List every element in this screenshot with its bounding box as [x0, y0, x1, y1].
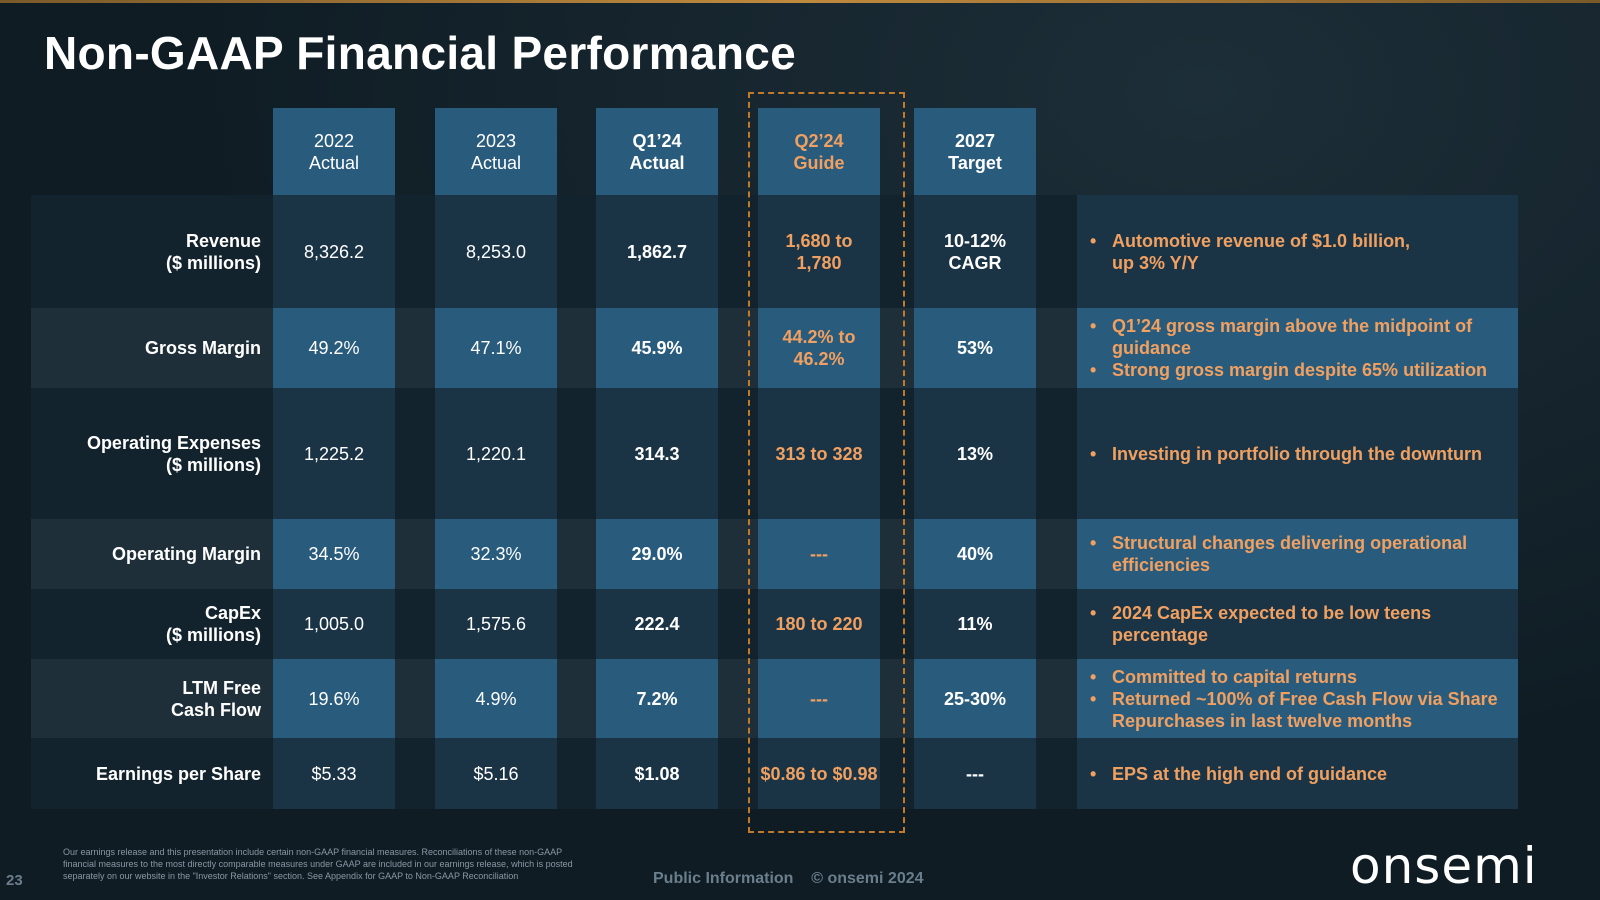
table-cell: --- — [758, 659, 880, 738]
table-cell: 1,862.7 — [596, 195, 718, 308]
row-label: LTM Free Cash Flow — [170, 677, 261, 720]
row-commentary: 2024 CapEx expected to be low teens perc… — [1077, 589, 1518, 659]
column-header-4: 2027 Target — [914, 108, 1036, 195]
disclaimer-text: Our earnings release and this presentati… — [63, 847, 573, 881]
table-cell: 314.3 — [596, 388, 718, 519]
row-label: Gross Margin — [144, 338, 261, 358]
table-cell: 1,225.2 — [273, 388, 395, 519]
row-commentary: Q1’24 gross margin above the midpoint of… — [1077, 308, 1518, 388]
table-cell: 7.2% — [596, 659, 718, 738]
table-cell: 45.9% — [596, 308, 718, 388]
row-commentary: Automotive revenue of $1.0 billion, up 3… — [1077, 195, 1518, 308]
slide-number: 23 — [6, 872, 23, 889]
commentary-bullet: Automotive revenue of $1.0 billion, up 3… — [1077, 230, 1518, 274]
row-commentary: Investing in portfolio through the downt… — [1077, 388, 1518, 519]
onsemi-logo: onsemi — [1350, 837, 1538, 895]
table-cell: 29.0% — [596, 519, 718, 589]
table-cell: 222.4 — [596, 589, 718, 659]
table-cell: --- — [758, 519, 880, 589]
row-label: CapEx ($ millions) — [165, 603, 261, 645]
table-cell: $1.08 — [596, 738, 718, 809]
table-cell: $5.33 — [273, 738, 395, 809]
table-cell: 10-12% CAGR — [914, 195, 1036, 308]
table-cell: 180 to 220 — [758, 589, 880, 659]
row-label: Operating Expenses ($ millions) — [86, 432, 261, 475]
table-cell: --- — [914, 738, 1036, 809]
commentary-bullet: EPS at the high end of guidance — [1077, 763, 1518, 785]
table-cell: 1,680 to 1,780 — [758, 195, 880, 308]
table-cell: 32.3% — [435, 519, 557, 589]
table-cell: 13% — [914, 388, 1036, 519]
top-accent-line — [0, 0, 1600, 3]
column-header-3: Q2’24 Guide — [758, 108, 880, 195]
table-cell: 1,575.6 — [435, 589, 557, 659]
row-label: Operating Margin — [111, 544, 261, 564]
table-cell: 49.2% — [273, 308, 395, 388]
column-header-0: 2022 Actual — [273, 108, 395, 195]
table-cell: 34.5% — [273, 519, 395, 589]
commentary-bullet: Structural changes delivering operationa… — [1077, 532, 1518, 576]
table-cell: $5.16 — [435, 738, 557, 809]
commentary-bullet: Returned ~100% of Free Cash Flow via Sha… — [1077, 688, 1518, 732]
commentary-bullet: Q1’24 gross margin above the midpoint of… — [1077, 315, 1518, 359]
table-cell: $0.86 to $0.98 — [758, 738, 880, 809]
commentary-bullet: Committed to capital returns — [1077, 666, 1518, 688]
table-cell: 4.9% — [435, 659, 557, 738]
table-cell: 313 to 328 — [758, 388, 880, 519]
row-commentary: EPS at the high end of guidance — [1077, 738, 1518, 809]
commentary-bullet: Strong gross margin despite 65% utilizat… — [1077, 359, 1518, 381]
table-cell: 40% — [914, 519, 1036, 589]
table-cell: 1,005.0 — [273, 589, 395, 659]
row-label: Earnings per Share — [95, 763, 261, 784]
row-commentary: Structural changes delivering operationa… — [1077, 519, 1518, 589]
public-information-label: Public Information © onsemi 2024 — [653, 870, 924, 887]
row-label: Revenue ($ millions) — [165, 230, 261, 273]
column-header-2: Q1’24 Actual — [596, 108, 718, 195]
column-header-1: 2023 Actual — [435, 108, 557, 195]
table-cell: 8,326.2 — [273, 195, 395, 308]
page-title: Non-GAAP Financial Performance — [44, 27, 796, 79]
table-cell: 8,253.0 — [435, 195, 557, 308]
table-cell: 19.6% — [273, 659, 395, 738]
table-cell: 44.2% to 46.2% — [758, 308, 880, 388]
commentary-bullet: Investing in portfolio through the downt… — [1077, 443, 1518, 465]
commentary-bullet: 2024 CapEx expected to be low teens perc… — [1077, 602, 1518, 646]
table-cell: 25-30% — [914, 659, 1036, 738]
table-cell: 11% — [914, 589, 1036, 659]
table-cell: 53% — [914, 308, 1036, 388]
row-commentary: Committed to capital returnsReturned ~10… — [1077, 659, 1518, 738]
table-cell: 1,220.1 — [435, 388, 557, 519]
table-cell: 47.1% — [435, 308, 557, 388]
